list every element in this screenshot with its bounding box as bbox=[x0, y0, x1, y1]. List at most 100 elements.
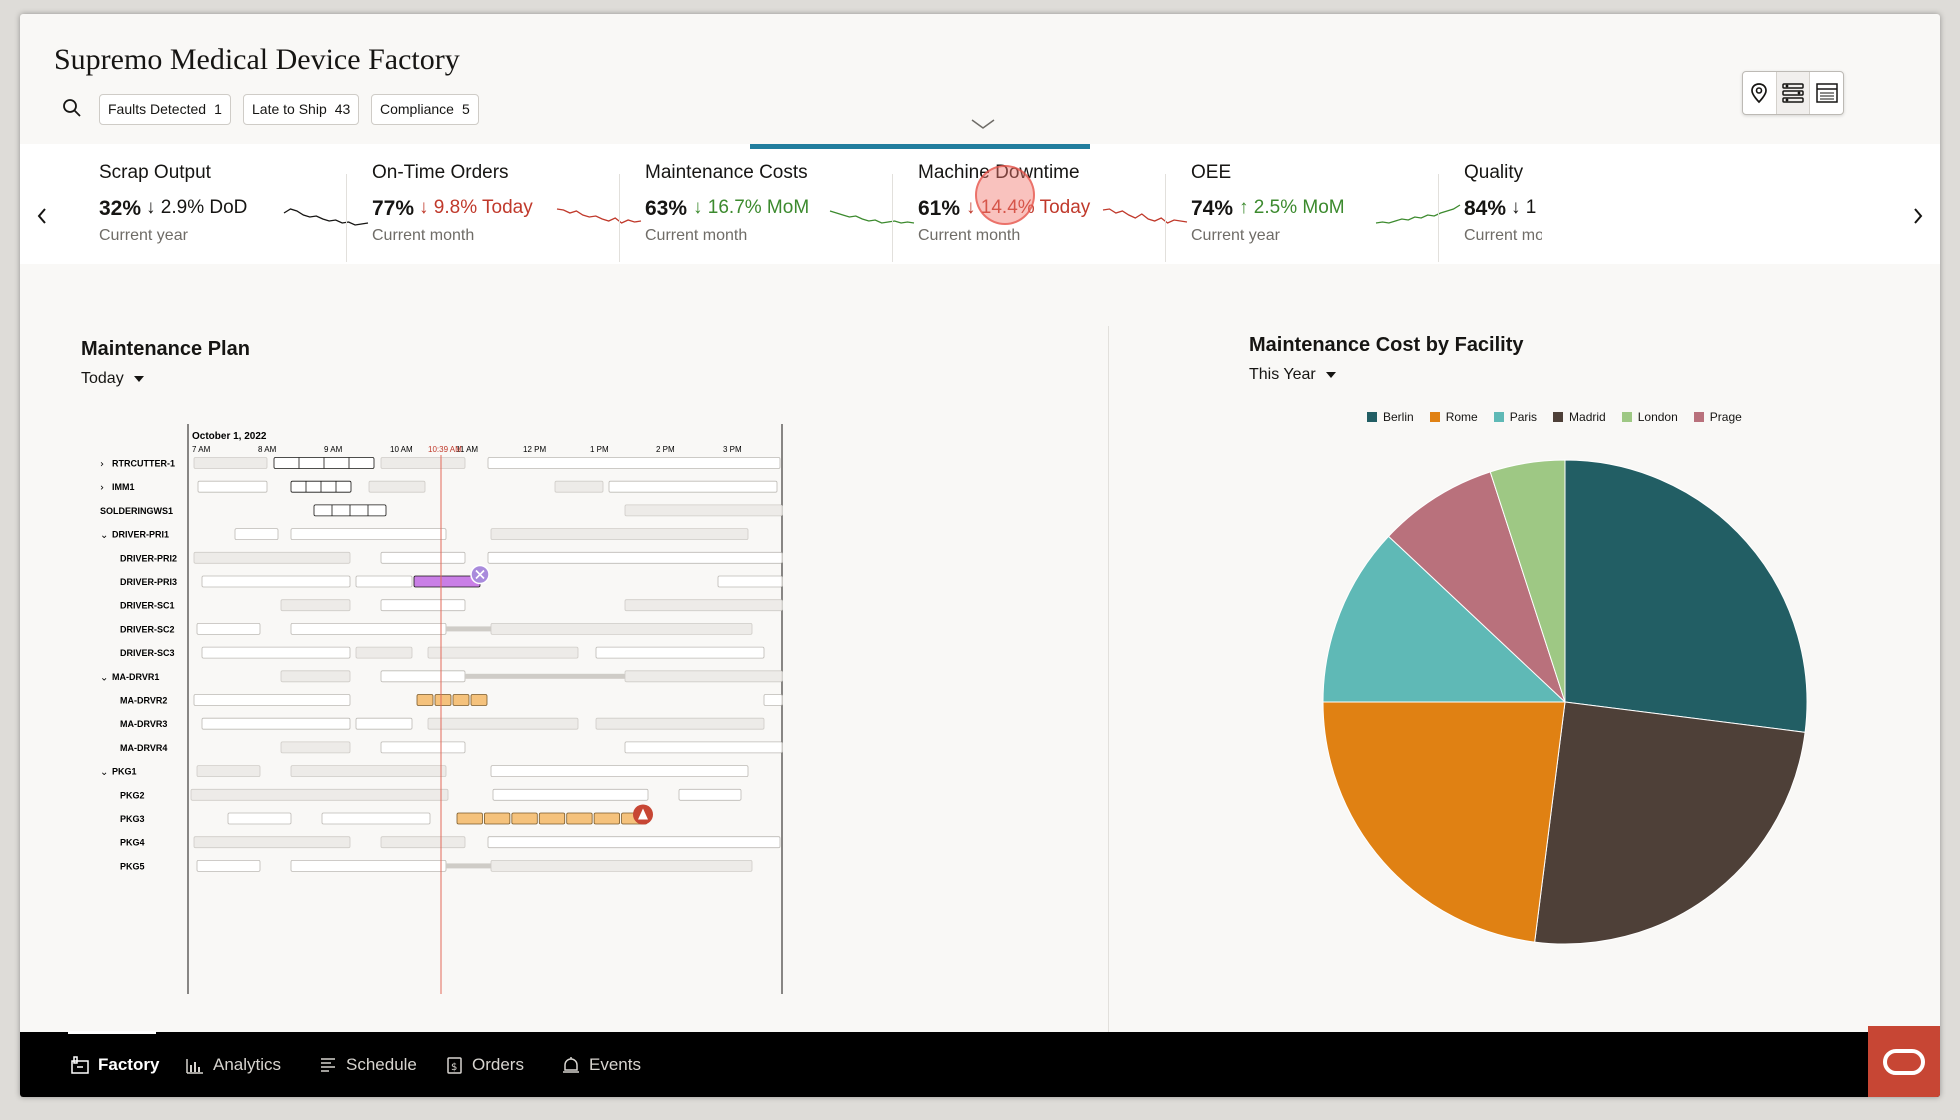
gantt-row-label: PKG1 bbox=[112, 767, 137, 777]
gantt-row-label: DRIVER-SC2 bbox=[120, 624, 175, 634]
gantt-bar bbox=[193, 551, 351, 564]
kpi-change: ↓ 16.7% MoM bbox=[693, 197, 810, 218]
maintenance-task-bar bbox=[416, 694, 434, 706]
sparkline-path bbox=[283, 208, 369, 226]
legend-item: Berlin bbox=[1367, 408, 1414, 426]
chip-count: 5 bbox=[461, 101, 470, 117]
gantt-row: ⌄ PKG1 bbox=[100, 765, 749, 778]
nav-label: Events bbox=[589, 1054, 641, 1074]
nav-orders[interactable]: $ Orders bbox=[444, 1032, 524, 1097]
kpi-period: Current month bbox=[918, 227, 1021, 244]
legend-label: Prage bbox=[1709, 410, 1742, 424]
gantt-bar bbox=[280, 741, 351, 754]
legend-swatch bbox=[1693, 412, 1704, 422]
kpi-period: Current month bbox=[372, 227, 475, 244]
gantt-row: DRIVER-PRI3 bbox=[120, 575, 783, 588]
gantt-row-label: MA-DRVR3 bbox=[120, 719, 167, 729]
gantt-bar bbox=[624, 599, 783, 612]
gantt-row-label: MA-DRVR4 bbox=[120, 743, 167, 753]
gantt-row: MA-DRVR3 bbox=[120, 717, 765, 730]
gantt-bar bbox=[490, 622, 753, 635]
kpi-change: ↓ 2.9% DoD bbox=[146, 197, 248, 218]
gantt-bar bbox=[196, 622, 261, 635]
pie-slice-london bbox=[1489, 459, 1566, 703]
nav-factory[interactable]: Factory bbox=[70, 1032, 159, 1097]
kpi-title: Quality bbox=[1464, 162, 1524, 183]
gantt-row-label: PKG4 bbox=[120, 838, 145, 848]
kpi-title: Scrap Output bbox=[99, 162, 211, 183]
search-icon[interactable] bbox=[62, 98, 82, 118]
collapse-chevron-icon[interactable] bbox=[968, 114, 998, 134]
chevron-left-icon[interactable] bbox=[32, 204, 52, 228]
touch-indicator bbox=[975, 165, 1035, 225]
kpi-card-maintenance-costs[interactable]: Maintenance Costs 63% ↓ 16.7% MoM Current m… bbox=[645, 159, 975, 259]
caret-down-icon bbox=[1325, 371, 1336, 378]
gantt-bar bbox=[624, 504, 783, 517]
gantt-row: PKG3 bbox=[120, 812, 648, 825]
cost-pie-chart bbox=[1322, 459, 1808, 945]
legend-item: London bbox=[1621, 408, 1678, 426]
table-view-icon bbox=[1815, 83, 1838, 103]
gantt-bar bbox=[196, 765, 261, 778]
oracle-logo-button[interactable] bbox=[1868, 1026, 1940, 1097]
svg-text:$: $ bbox=[451, 1062, 457, 1073]
maintenance-task-bar bbox=[593, 812, 620, 825]
kpi-card-quality[interactable]: Quality 84% ↓ 1 Current mor bbox=[1464, 159, 1542, 259]
map-view-button[interactable] bbox=[1743, 72, 1777, 114]
list-view-button[interactable] bbox=[1776, 72, 1811, 114]
gantt-bar bbox=[355, 575, 413, 588]
filter-chip-compliance[interactable]: Compliance 5 bbox=[371, 94, 479, 125]
gantt-bar bbox=[190, 788, 449, 801]
map-pin-icon bbox=[1751, 83, 1768, 104]
chevron-right-icon[interactable] bbox=[1908, 204, 1928, 228]
maintenance-task-bar bbox=[538, 812, 566, 825]
gantt-row: DRIVER-SC2 bbox=[120, 622, 753, 635]
gantt-connector bbox=[446, 863, 492, 869]
gantt-row: › RTRCUTTER-1 bbox=[100, 457, 781, 470]
gantt-bar bbox=[193, 836, 351, 849]
current-time-label: 10:39 AM bbox=[428, 445, 462, 454]
filter-chip-faults[interactable]: Faults Detected 1 bbox=[99, 94, 231, 125]
kpi-card-on-time-orders[interactable]: On-Time Orders 77% ↓ 9.8% Today Current mon… bbox=[372, 159, 702, 259]
maintenance-gantt: October 1, 2022 7 AM 8 AM 9 AM 10 AM 11 AM 12 … bbox=[100, 424, 783, 994]
gantt-bar bbox=[197, 480, 268, 493]
maintenance-task-bar bbox=[456, 812, 483, 825]
cost-chart-period-select[interactable]: This Year bbox=[1249, 366, 1336, 384]
gantt-bar bbox=[413, 575, 481, 588]
nav-events[interactable]: Events bbox=[561, 1032, 641, 1097]
time-tick-label: 12 PM bbox=[523, 445, 546, 454]
gantt-row-label: PKG3 bbox=[120, 814, 145, 824]
nav-schedule[interactable]: Schedule bbox=[318, 1032, 417, 1097]
gantt-bar bbox=[280, 670, 351, 683]
gantt-bar bbox=[290, 859, 447, 872]
time-tick-label: 3 PM bbox=[723, 445, 742, 454]
pie-slice-rome bbox=[1322, 701, 1566, 943]
kpi-divider bbox=[1438, 174, 1439, 262]
filter-chip-late-to-ship[interactable]: Late to Ship 43 bbox=[243, 94, 360, 125]
nav-analytics[interactable]: Analytics bbox=[185, 1032, 281, 1097]
gantt-bar bbox=[201, 717, 351, 730]
legend-label: Madrid bbox=[1569, 410, 1606, 424]
gantt-row-label: PKG2 bbox=[120, 790, 145, 800]
kpi-value: 63% bbox=[645, 197, 688, 220]
factory-icon bbox=[71, 1055, 89, 1074]
alert-triangle-glyph bbox=[638, 808, 648, 820]
kpi-period: Current year bbox=[99, 227, 188, 244]
kpi-card-oee[interactable]: OEE 74% ↑ 2.5% MoM Current year bbox=[1191, 159, 1521, 259]
sparkline-path bbox=[1102, 208, 1188, 224]
gantt-row-label: DRIVER-SC1 bbox=[120, 601, 175, 611]
gantt-bar bbox=[487, 551, 783, 564]
gantt-bar bbox=[290, 622, 447, 635]
kpi-change: ↑ 2.5% MoM bbox=[1239, 197, 1345, 218]
chip-label: Compliance bbox=[380, 101, 454, 117]
time-tick-label: 11 AM bbox=[456, 445, 478, 454]
nav-label: Analytics bbox=[213, 1054, 282, 1074]
kpi-card-scrap-output[interactable]: Scrap Output 32% ↓ 2.9% DoD Current year bbox=[99, 159, 429, 259]
table-view-button[interactable] bbox=[1810, 72, 1843, 114]
period-label: This Year bbox=[1249, 366, 1316, 383]
gantt-bar bbox=[380, 741, 466, 754]
kpi-period: Current month bbox=[645, 227, 748, 244]
maintenance-plan-period-select[interactable]: Today bbox=[81, 370, 144, 388]
nav-label: Schedule bbox=[346, 1054, 417, 1074]
kpi-value: 77% bbox=[372, 197, 415, 220]
